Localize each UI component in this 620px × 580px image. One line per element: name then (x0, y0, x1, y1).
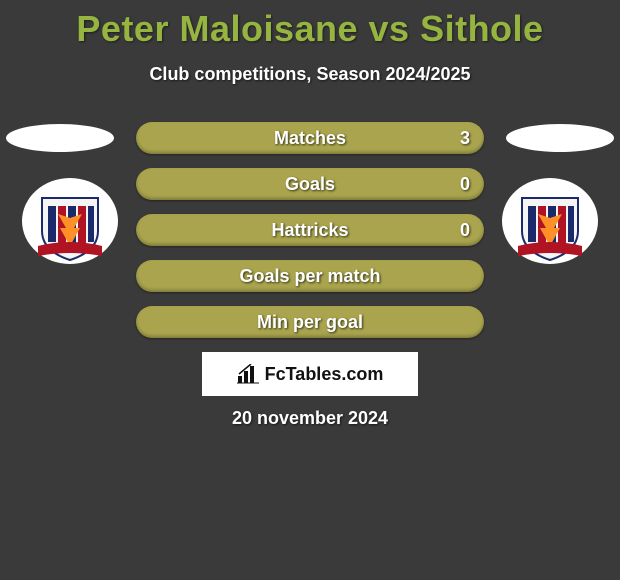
stat-bar-hattricks: Hattricks 0 (136, 214, 484, 246)
brand-box: FcTables.com (202, 352, 418, 396)
stat-label: Goals per match (136, 260, 484, 292)
stat-label: Goals (136, 168, 484, 200)
club-badge-right (500, 176, 600, 266)
stat-bar-min-per-goal: Min per goal (136, 306, 484, 338)
page-title: Peter Maloisane vs Sithole (0, 0, 620, 50)
stat-value-right: 3 (460, 122, 470, 154)
subtitle: Club competitions, Season 2024/2025 (0, 64, 620, 85)
stat-label: Hattricks (136, 214, 484, 246)
club-badge-left (20, 176, 120, 266)
stat-label: Min per goal (136, 306, 484, 338)
stat-value-right: 0 (460, 168, 470, 200)
stat-label: Matches (136, 122, 484, 154)
brand-label: FcTables.com (265, 364, 384, 385)
date-text: 20 november 2024 (0, 408, 620, 429)
stat-bar-matches: Matches 3 (136, 122, 484, 154)
bar-chart-icon (237, 364, 259, 384)
stat-bar-goals: Goals 0 (136, 168, 484, 200)
stat-value-right: 0 (460, 214, 470, 246)
stats-bars: Matches 3 Goals 0 Hattricks 0 Goals per … (136, 122, 484, 352)
player-avatar-right (506, 124, 614, 152)
stat-bar-goals-per-match: Goals per match (136, 260, 484, 292)
player-avatar-left (6, 124, 114, 152)
